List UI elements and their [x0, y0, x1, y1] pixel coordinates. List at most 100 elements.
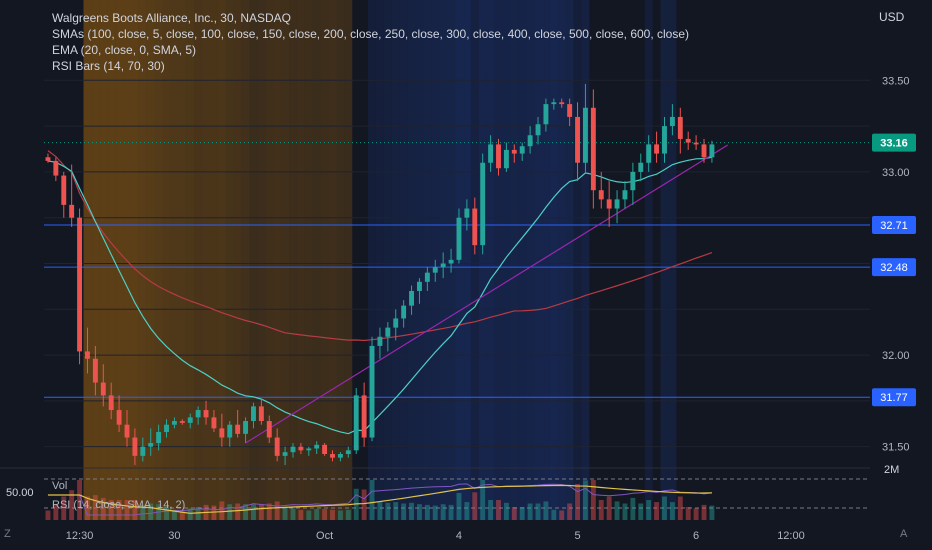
candle-body: [709, 144, 715, 158]
volume-bar: [290, 508, 296, 520]
volume-bar: [472, 492, 478, 520]
candle: [77, 208, 83, 365]
volume-bar: [148, 503, 154, 520]
rsi-label[interactable]: RSI (14, close, SMA, 14, 2): [52, 499, 186, 511]
rsi-band: [391, 0, 400, 520]
price-line-label: 31.77: [880, 392, 908, 404]
candle: [638, 153, 644, 182]
candle: [575, 102, 580, 182]
candle: [219, 413, 225, 447]
candle: [282, 446, 288, 465]
candle: [353, 388, 359, 455]
candle-body: [590, 107, 596, 191]
volume-bar: [598, 500, 604, 520]
candle: [290, 443, 296, 458]
legend-sma[interactable]: SMAs (100, close, 5, close, 100, close, …: [52, 27, 690, 41]
candle-body: [243, 421, 249, 434]
candle-body: [677, 116, 683, 139]
volume-bar: [646, 500, 652, 520]
candle-body: [543, 104, 549, 125]
candle: [496, 138, 501, 176]
candle-body: [314, 444, 320, 449]
candle-body: [69, 204, 75, 218]
rsi-band: [549, 0, 558, 520]
rsi-band: [660, 0, 669, 520]
rsi-band: [296, 0, 305, 520]
rsi-band: [186, 0, 195, 520]
candle-body: [646, 144, 652, 163]
candle-body: [61, 175, 67, 205]
candle-body: [195, 410, 201, 418]
candle: [337, 452, 343, 462]
candle-body: [179, 421, 185, 423]
candle: [598, 171, 604, 209]
candle-body: [227, 424, 233, 438]
candle: [417, 278, 422, 304]
symbol-title[interactable]: Walgreens Boots Alliance, Inc., 30, NASD…: [52, 11, 291, 25]
candle-body: [598, 190, 604, 200]
currency-label[interactable]: USD: [879, 10, 905, 24]
candle: [677, 107, 683, 154]
candle: [140, 437, 146, 462]
candle: [409, 285, 415, 315]
rsi-band: [154, 0, 163, 520]
x-tick-label: 12:00: [777, 530, 805, 542]
trendline[interactable]: [245, 144, 729, 444]
candle-body: [266, 421, 272, 438]
candle: [385, 322, 391, 352]
candle: [369, 336, 375, 442]
y-axis[interactable]: 33.50 33.00 32.00 31.50 32.71 32.48 31.77 33.16: [870, 0, 932, 520]
legend-rsi-bars[interactable]: RSI Bars (14, 70, 30): [52, 59, 165, 73]
candle: [377, 327, 383, 359]
volume-bar: [432, 505, 438, 520]
candle: [590, 89, 596, 209]
volume-bar: [401, 503, 407, 520]
candle-body: [456, 217, 462, 260]
candle-body: [100, 382, 106, 396]
candle-body: [622, 190, 628, 200]
candle-body: [282, 452, 288, 456]
rsi-band: [202, 0, 210, 520]
rsi-band: [265, 0, 274, 520]
legend-ema[interactable]: EMA (20, close, 0, SMA, 5): [52, 43, 197, 57]
candle-body: [132, 437, 138, 456]
rsi-band: [83, 0, 92, 520]
rsi-band: [304, 0, 313, 520]
candle-body: [298, 446, 304, 451]
x-axis[interactable]: 12:30 30 Oct 4 5 6 12:00: [0, 520, 932, 550]
x-tick-label: 30: [168, 530, 180, 542]
candle-body: [638, 162, 644, 172]
candle: [164, 419, 169, 438]
rsi-band: [470, 0, 479, 520]
rsi-band: [233, 0, 242, 520]
candle-body: [211, 417, 217, 429]
candle-body: [322, 444, 328, 455]
rsi-band: [217, 0, 226, 520]
candle: [511, 144, 517, 163]
auto-scale-icon[interactable]: A: [900, 528, 908, 540]
candle: [203, 400, 209, 425]
chart-legend: Walgreens Boots Alliance, Inc., 30, NASD…: [52, 10, 689, 74]
x-tick-label: 5: [574, 530, 580, 542]
candle-body: [116, 410, 122, 425]
volume-bar: [709, 505, 715, 520]
rsi-band: [115, 0, 124, 520]
candle: [211, 410, 217, 433]
candle: [235, 410, 241, 438]
candle: [69, 164, 75, 227]
rsi-background-bands: [83, 0, 677, 520]
candle: [314, 441, 320, 455]
candle: [195, 406, 201, 425]
rsi-band: [241, 0, 250, 520]
candle-body: [290, 446, 296, 453]
rsi-band: [249, 0, 258, 520]
lower-pane: [0, 467, 932, 520]
candle-body: [306, 448, 312, 451]
vol-label[interactable]: Vol: [52, 480, 68, 492]
rsi-band: [328, 0, 337, 520]
volume-bar: [219, 501, 225, 520]
timezone-icon[interactable]: Z: [4, 528, 11, 540]
volume-bar: [227, 504, 233, 520]
candle-body: [164, 424, 169, 433]
